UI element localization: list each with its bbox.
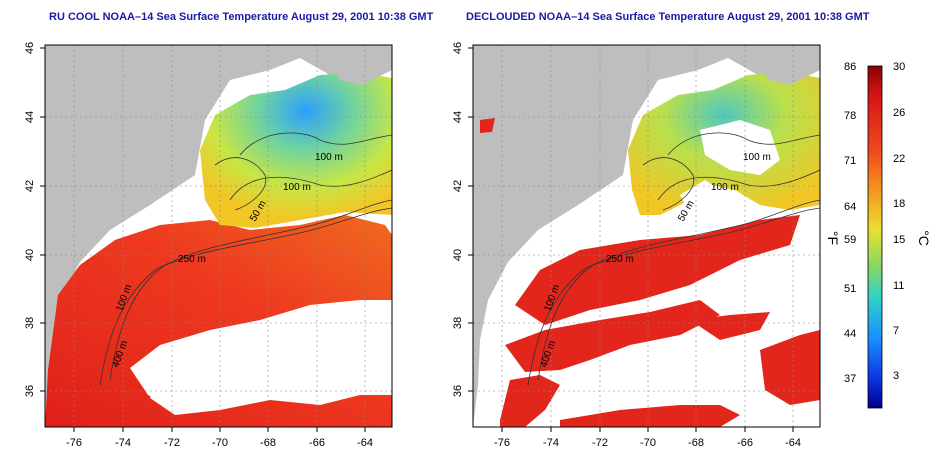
lon-tick: -76 xyxy=(494,437,510,449)
lat-tick: 40 xyxy=(452,249,464,261)
lon-tick: -70 xyxy=(640,437,656,449)
cool-water xyxy=(200,72,392,228)
lon-tick: -76 xyxy=(66,437,82,449)
lat-tick: 38 xyxy=(452,317,464,329)
lat-tick: 46 xyxy=(24,42,36,54)
right-map: 100 m 100 m 50 m 250 m 400 m 100 m -76 -… xyxy=(452,42,821,449)
colorbar-c-tick: 26 xyxy=(893,107,906,119)
colorbar-c-tick: 30 xyxy=(893,61,906,73)
colorbar-f-tick: 86 xyxy=(844,61,857,73)
colorbar-c-tick: 7 xyxy=(893,325,900,337)
colorbar-c-tick: 18 xyxy=(893,198,906,210)
left-map: 100 m 100 m 50 m 250 m 400 m 100 m -76 -… xyxy=(24,42,393,449)
left-map-title: RU COOL NOAA–14 Sea Surface Temperature … xyxy=(49,11,434,23)
lon-tick: -74 xyxy=(543,437,559,449)
colorbar-c-tick: 3 xyxy=(893,370,900,382)
lon-tick: -68 xyxy=(688,437,704,449)
contour-label: 100 m xyxy=(743,152,771,163)
colorbar-c-tick: 15 xyxy=(893,234,906,246)
map-grid xyxy=(45,45,392,427)
colorbar-f-tick: 37 xyxy=(844,373,857,385)
lat-tick: 36 xyxy=(452,385,464,397)
lat-tick: 42 xyxy=(24,180,36,192)
colorbar-f-tick: 59 xyxy=(844,234,857,246)
land-mass xyxy=(473,45,820,427)
lat-tick: 38 xyxy=(24,317,36,329)
land-mass xyxy=(45,45,392,427)
warm-water xyxy=(480,118,820,427)
colorbar-f-tick: 78 xyxy=(844,110,857,122)
right-map-title: DECLOUDED NOAA–14 Sea Surface Temperatur… xyxy=(466,11,870,23)
warm-water xyxy=(45,215,392,427)
lat-tick: 40 xyxy=(24,249,36,261)
lon-tick: -66 xyxy=(737,437,753,449)
lon-tick: -70 xyxy=(212,437,228,449)
map-grid xyxy=(473,45,820,427)
cloud-region xyxy=(700,120,780,175)
colorbar-f-tick: 51 xyxy=(844,283,857,295)
colorbar-c-tick: 11 xyxy=(893,280,905,292)
map-frame xyxy=(44,44,393,428)
lat-tick: 36 xyxy=(24,385,36,397)
celsius-unit-label: °C xyxy=(915,230,932,246)
colorbar-f-tick: 44 xyxy=(844,328,857,340)
temperature-colorbar xyxy=(867,65,883,409)
contour-label: 100 m xyxy=(711,182,739,193)
colorbar-c-tick: 22 xyxy=(893,153,906,165)
lat-tick: 42 xyxy=(452,180,464,192)
lat-tick: 46 xyxy=(452,42,464,54)
fahrenheit-unit-label: °F xyxy=(825,230,842,246)
contour-label: 250 m xyxy=(178,254,206,265)
bathymetry-contours xyxy=(99,132,392,386)
lon-tick: -64 xyxy=(785,437,801,449)
lat-tick: 44 xyxy=(452,111,464,123)
map-frame xyxy=(472,44,821,428)
lon-tick: -66 xyxy=(309,437,325,449)
lon-tick: -68 xyxy=(260,437,276,449)
contour-label: 100 m xyxy=(315,152,343,163)
contour-label: 100 m xyxy=(283,182,311,193)
lon-tick: -72 xyxy=(164,437,180,449)
colorbar-f-tick: 64 xyxy=(844,201,857,213)
bathymetry-contours xyxy=(527,132,820,386)
lon-tick: -72 xyxy=(592,437,608,449)
lat-tick: 44 xyxy=(24,111,36,123)
contour-label: 250 m xyxy=(606,254,634,265)
lon-tick: -64 xyxy=(357,437,373,449)
lon-tick: -74 xyxy=(115,437,131,449)
colorbar-f-tick: 71 xyxy=(844,155,857,167)
cloud-region xyxy=(130,300,392,412)
